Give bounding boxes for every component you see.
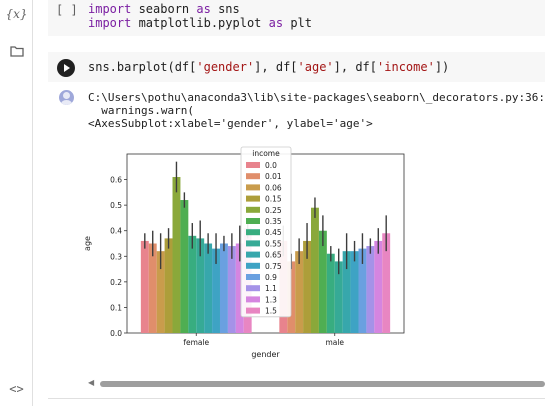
code-snippets-icon[interactable]: <> (9, 382, 24, 396)
legend-label-0.9: 0.9 (265, 273, 277, 282)
bar-female-0.35 (180, 200, 189, 333)
bar-female-0.45 (188, 235, 197, 333)
legend-title: income (252, 149, 280, 158)
bar-male-0.06 (295, 251, 304, 333)
y-tick-label: 0.4 (110, 227, 122, 236)
bar-female-1.1 (227, 246, 236, 333)
legend-swatch-0.9 (246, 274, 260, 280)
x-tick-label-female: female (183, 338, 209, 347)
legend-label-1.1: 1.1 (265, 284, 277, 293)
y-tick-label: 0.0 (110, 329, 122, 338)
bar-male-0.45 (326, 253, 335, 333)
legend-label-0.15: 0.15 (265, 195, 282, 204)
y-tick-label: 0.2 (110, 278, 122, 287)
y-tick-label: 0.6 (110, 176, 122, 185)
bar-male-0.55 (334, 261, 343, 333)
legend-label-0.65: 0.65 (265, 251, 282, 260)
bar-female-0.0 (140, 240, 149, 333)
y-tick-label: 0.1 (110, 303, 122, 312)
left-sidebar: {x} <> (0, 0, 33, 406)
cell-divider (48, 398, 545, 399)
legend-label-0.35: 0.35 (265, 217, 282, 226)
legend-label-0.55: 0.55 (265, 239, 282, 248)
bar-female-0.65 (204, 243, 213, 333)
cell-execution-count[interactable]: [ ] (56, 3, 78, 17)
bar-female-0.9 (219, 243, 228, 333)
legend-label-1.5: 1.5 (265, 307, 277, 316)
bar-male-0.15 (303, 240, 312, 333)
bar-female-0.25 (172, 177, 181, 333)
bar-male-0.25 (311, 207, 319, 333)
code-line-1: sns.barplot(df['gender'], df['age'], df[… (88, 60, 450, 74)
scrollbar-thumb[interactable] (100, 381, 545, 387)
output-line-2: warnings.warn( (88, 104, 194, 117)
legend-swatch-0.01 (246, 173, 260, 180)
code-line-1: import seaborn as sns (88, 2, 240, 16)
legend-label-0.06: 0.06 (265, 183, 282, 192)
bar-female-0.75 (212, 248, 220, 333)
legend-swatch-0.45 (246, 229, 260, 236)
legend-swatch-0.06 (246, 184, 260, 191)
y-tick-label: 0.3 (110, 252, 122, 261)
folder-icon[interactable] (0, 42, 33, 61)
cell-output-text: C:\Users\pothu\anaconda3\lib\site-packag… (88, 91, 545, 130)
x-tick-label-male: male (325, 338, 344, 347)
legend-label-0.45: 0.45 (265, 228, 282, 237)
bar-male-0.65 (342, 251, 351, 333)
bar-female-0.01 (148, 243, 157, 333)
barplot-chart: 0.0 0.1 0.2 0.3 0.4 0.5 0.6 female male gender age… (83, 146, 405, 359)
scroll-left-arrow-icon[interactable]: ◀ (88, 378, 95, 387)
legend-swatch-1.1 (246, 285, 260, 292)
cell-input-area[interactable]: sns.barplot(df['gender'], df['age'], df[… (48, 52, 545, 82)
bar-female-0.15 (164, 238, 173, 333)
cell-code-barplot[interactable]: sns.barplot(df['gender'], df['age'], df[… (88, 60, 449, 74)
bar-male-1.5 (382, 233, 391, 333)
run-cell-button[interactable] (57, 59, 75, 77)
output-line-3: <AxesSubplot:xlabel='gender', ylabel='ag… (88, 117, 373, 130)
output-user-icon (59, 90, 74, 105)
legend-swatch-0.15 (246, 195, 260, 202)
bar-male-0.9 (358, 248, 367, 333)
bar-male-0.75 (350, 251, 359, 333)
cell-code-imports[interactable]: import seaborn as sns import matplotlib.p… (88, 2, 312, 30)
bar-male-0.35 (318, 230, 327, 333)
variables-icon[interactable]: {x} (5, 7, 28, 21)
y-axis-label: age (83, 236, 92, 251)
code-cell-barplot[interactable]: sns.barplot(df['gender'], df['age'], df[… (48, 52, 545, 392)
legend-label-0.01: 0.01 (265, 172, 282, 181)
legend-swatch-0.75 (246, 262, 260, 269)
legend-swatch-0.65 (246, 251, 260, 258)
legend-swatch-1.3 (246, 296, 260, 303)
legend-swatch-0.35 (246, 218, 260, 224)
bar-male-1.3 (374, 240, 383, 333)
bar-female-0.06 (156, 251, 165, 333)
legend-swatch-0.25 (246, 206, 260, 213)
code-line-2: import matplotlib.pyplot as plt (88, 16, 312, 30)
output-horizontal-scrollbar[interactable]: ◀ (88, 378, 545, 388)
legend-swatch-0.55 (246, 240, 260, 247)
bar-male-1.1 (366, 246, 375, 333)
legend-label-0.25: 0.25 (265, 206, 282, 215)
legend-label-1.3: 1.3 (265, 295, 277, 304)
y-tick-label: 0.5 (110, 201, 122, 210)
bar-female-0.55 (196, 238, 205, 333)
bar-female-1.3 (235, 243, 244, 333)
x-axis-label: gender (251, 350, 280, 359)
output-line-1: C:\Users\pothu\anaconda3\lib\site-packag… (88, 91, 545, 104)
code-cell-imports[interactable]: [ ] import seaborn as sns import matplotl… (48, 0, 545, 36)
legend-label-0.75: 0.75 (265, 262, 282, 271)
legend-swatch-1.5 (246, 307, 260, 314)
legend-label-0.0: 0.0 (265, 161, 277, 170)
legend-swatch-0.0 (246, 162, 260, 168)
